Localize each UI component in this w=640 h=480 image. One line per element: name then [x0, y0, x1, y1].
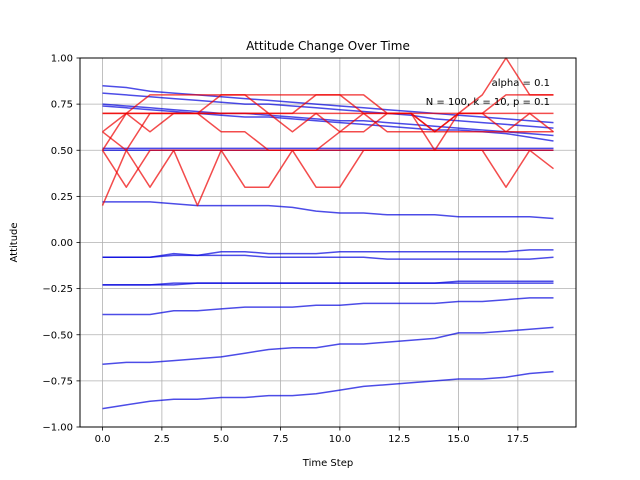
y-axis-ticks: −1.00 −0.75 −0.50 −0.25 0.00 0.25 0.50 0.75 1.00 — [42, 54, 80, 434]
x-axis-label: Time Step — [302, 458, 353, 469]
y-tick-label: 0.00 — [51, 238, 73, 249]
series-line-red-20 — [102, 112, 554, 152]
x-tick-label: 0.0 — [95, 434, 111, 445]
annotation-parameters: N = 100, k = 10, p = 0.1 — [426, 97, 550, 108]
x-tick-label: 17.5 — [507, 434, 529, 445]
annotation-alpha: alpha = 0.1 — [492, 78, 550, 89]
series-line-blue-7 — [102, 249, 554, 259]
series-line-blue-2 — [102, 103, 554, 137]
y-tick-label: 0.50 — [51, 146, 73, 157]
y-tick-label: −1.00 — [42, 423, 73, 434]
y-tick-label: 0.25 — [51, 192, 73, 203]
x-tick-label: 7.5 — [273, 434, 289, 445]
x-tick-label: 10.0 — [329, 434, 351, 445]
y-tick-label: −0.25 — [42, 284, 73, 295]
x-tick-label: 15.0 — [447, 434, 469, 445]
x-tick-label: 2.5 — [154, 434, 170, 445]
y-axis-label: Attitude — [9, 222, 20, 262]
y-tick-label: 0.75 — [51, 100, 73, 111]
y-tick-label: 1.00 — [51, 54, 73, 65]
series-line-blue-12 — [102, 326, 554, 366]
x-tick-label: 5.0 — [213, 434, 229, 445]
series-line-red-19 — [101, 149, 554, 206]
chart-title: Attitude Change Over Time — [246, 39, 410, 53]
x-tick-label: 12.5 — [388, 434, 410, 445]
series-line-blue-11 — [102, 297, 554, 316]
series-line-blue-10 — [102, 282, 554, 286]
x-axis-ticks: 0.0 2.5 5.0 7.5 10.0 12.5 15.0 17.5 — [95, 427, 529, 445]
series-line-blue-1 — [102, 92, 554, 129]
series-line-blue-8 — [102, 254, 554, 260]
series-line-blue-13 — [102, 370, 554, 410]
series-line-blue-0 — [102, 84, 554, 124]
series-lines — [101, 57, 554, 410]
series-line-blue-6 — [102, 201, 554, 220]
y-tick-label: −0.75 — [42, 376, 73, 387]
y-tick-label: −0.50 — [42, 330, 73, 341]
